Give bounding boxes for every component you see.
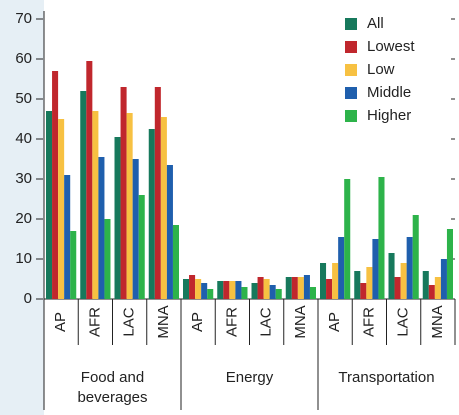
bar <box>406 237 413 299</box>
bar <box>46 111 53 299</box>
bar <box>52 71 59 299</box>
bar <box>217 281 224 299</box>
legend-swatch <box>345 18 357 30</box>
bar <box>166 165 173 299</box>
bar <box>120 87 127 299</box>
bar <box>195 279 202 299</box>
y-tick-label: 60 <box>15 50 32 67</box>
bar <box>378 177 385 299</box>
bar <box>235 281 242 299</box>
bar <box>360 283 367 299</box>
y-tick-label: 40 <box>15 130 32 147</box>
bar <box>434 277 441 299</box>
group-label-box: Energy <box>225 369 274 386</box>
bar <box>388 253 395 299</box>
x-tick-label: AP <box>326 312 343 332</box>
bar <box>126 113 133 299</box>
bar <box>160 117 167 299</box>
group-label-box: Food and beverages <box>77 369 148 406</box>
group-label: Transportation <box>338 369 435 386</box>
bar <box>372 239 379 299</box>
bar <box>154 87 161 299</box>
bar <box>263 279 270 299</box>
bar <box>394 277 401 299</box>
bar <box>291 277 298 299</box>
x-tick-label: AP <box>189 312 206 332</box>
bar <box>114 137 121 299</box>
bar <box>354 271 361 299</box>
bar <box>229 281 236 299</box>
bar <box>422 271 429 299</box>
bar <box>80 91 87 299</box>
x-tick-label: MNA <box>155 305 172 338</box>
bar <box>189 275 196 299</box>
x-tick-label: MNA <box>429 305 446 338</box>
x-tick-label: AFR <box>223 307 240 337</box>
bar <box>285 277 292 299</box>
bar <box>257 277 264 299</box>
legend-swatch <box>345 110 357 122</box>
bar <box>92 111 99 299</box>
bar <box>412 215 419 299</box>
bar <box>338 237 345 299</box>
legend-label: Higher <box>367 107 411 124</box>
bar <box>104 219 111 299</box>
y-tick-label: 50 <box>15 90 32 107</box>
bar <box>207 289 214 299</box>
legend-label: Lowest <box>367 38 415 55</box>
bar <box>275 289 282 299</box>
bar <box>70 231 77 299</box>
x-tick-label: AFR <box>360 307 377 337</box>
bar <box>440 259 447 299</box>
bar <box>326 279 333 299</box>
y-tick-label: 20 <box>15 210 32 227</box>
x-tick-label: AFR <box>86 307 103 337</box>
bar <box>400 263 407 299</box>
legend-swatch <box>345 87 357 99</box>
bar <box>98 157 105 299</box>
x-tick-label: AP <box>52 312 69 332</box>
group-label-box: Transportation <box>338 369 435 386</box>
legend-label: Middle <box>367 84 411 101</box>
legend-swatch <box>345 41 357 53</box>
legend-label: Low <box>367 61 395 78</box>
x-tick-label: LAC <box>258 307 275 336</box>
y-tick-label: 30 <box>15 170 32 187</box>
bar <box>223 281 230 299</box>
group-label: Food and beverages <box>77 369 148 406</box>
x-tick-label: MNA <box>292 305 309 338</box>
group-label: Energy <box>225 369 274 386</box>
y-tick-label: 70 <box>15 10 32 27</box>
bar <box>303 275 310 299</box>
bar <box>201 283 208 299</box>
y-tick-label: 0 <box>24 290 32 307</box>
bar <box>344 179 351 299</box>
bar <box>64 175 71 299</box>
bar <box>320 263 327 299</box>
x-tick-label: LAC <box>395 307 412 336</box>
bar <box>366 267 373 299</box>
legend-label: All <box>367 15 384 32</box>
bar <box>132 159 139 299</box>
bar <box>332 263 339 299</box>
bar <box>241 287 248 299</box>
bar <box>58 119 65 299</box>
bar <box>138 195 145 299</box>
legend-swatch <box>345 64 357 76</box>
bar <box>251 283 258 299</box>
bar <box>172 225 179 299</box>
bar <box>183 279 190 299</box>
bar <box>428 285 435 299</box>
y-tick-label: 10 <box>15 250 32 267</box>
x-tick-label: LAC <box>121 307 138 336</box>
bar <box>86 61 93 299</box>
bar <box>269 285 276 299</box>
bar <box>309 287 316 299</box>
bar <box>148 129 155 299</box>
bar <box>446 229 453 299</box>
left-panel <box>0 0 44 415</box>
bar <box>297 277 304 299</box>
